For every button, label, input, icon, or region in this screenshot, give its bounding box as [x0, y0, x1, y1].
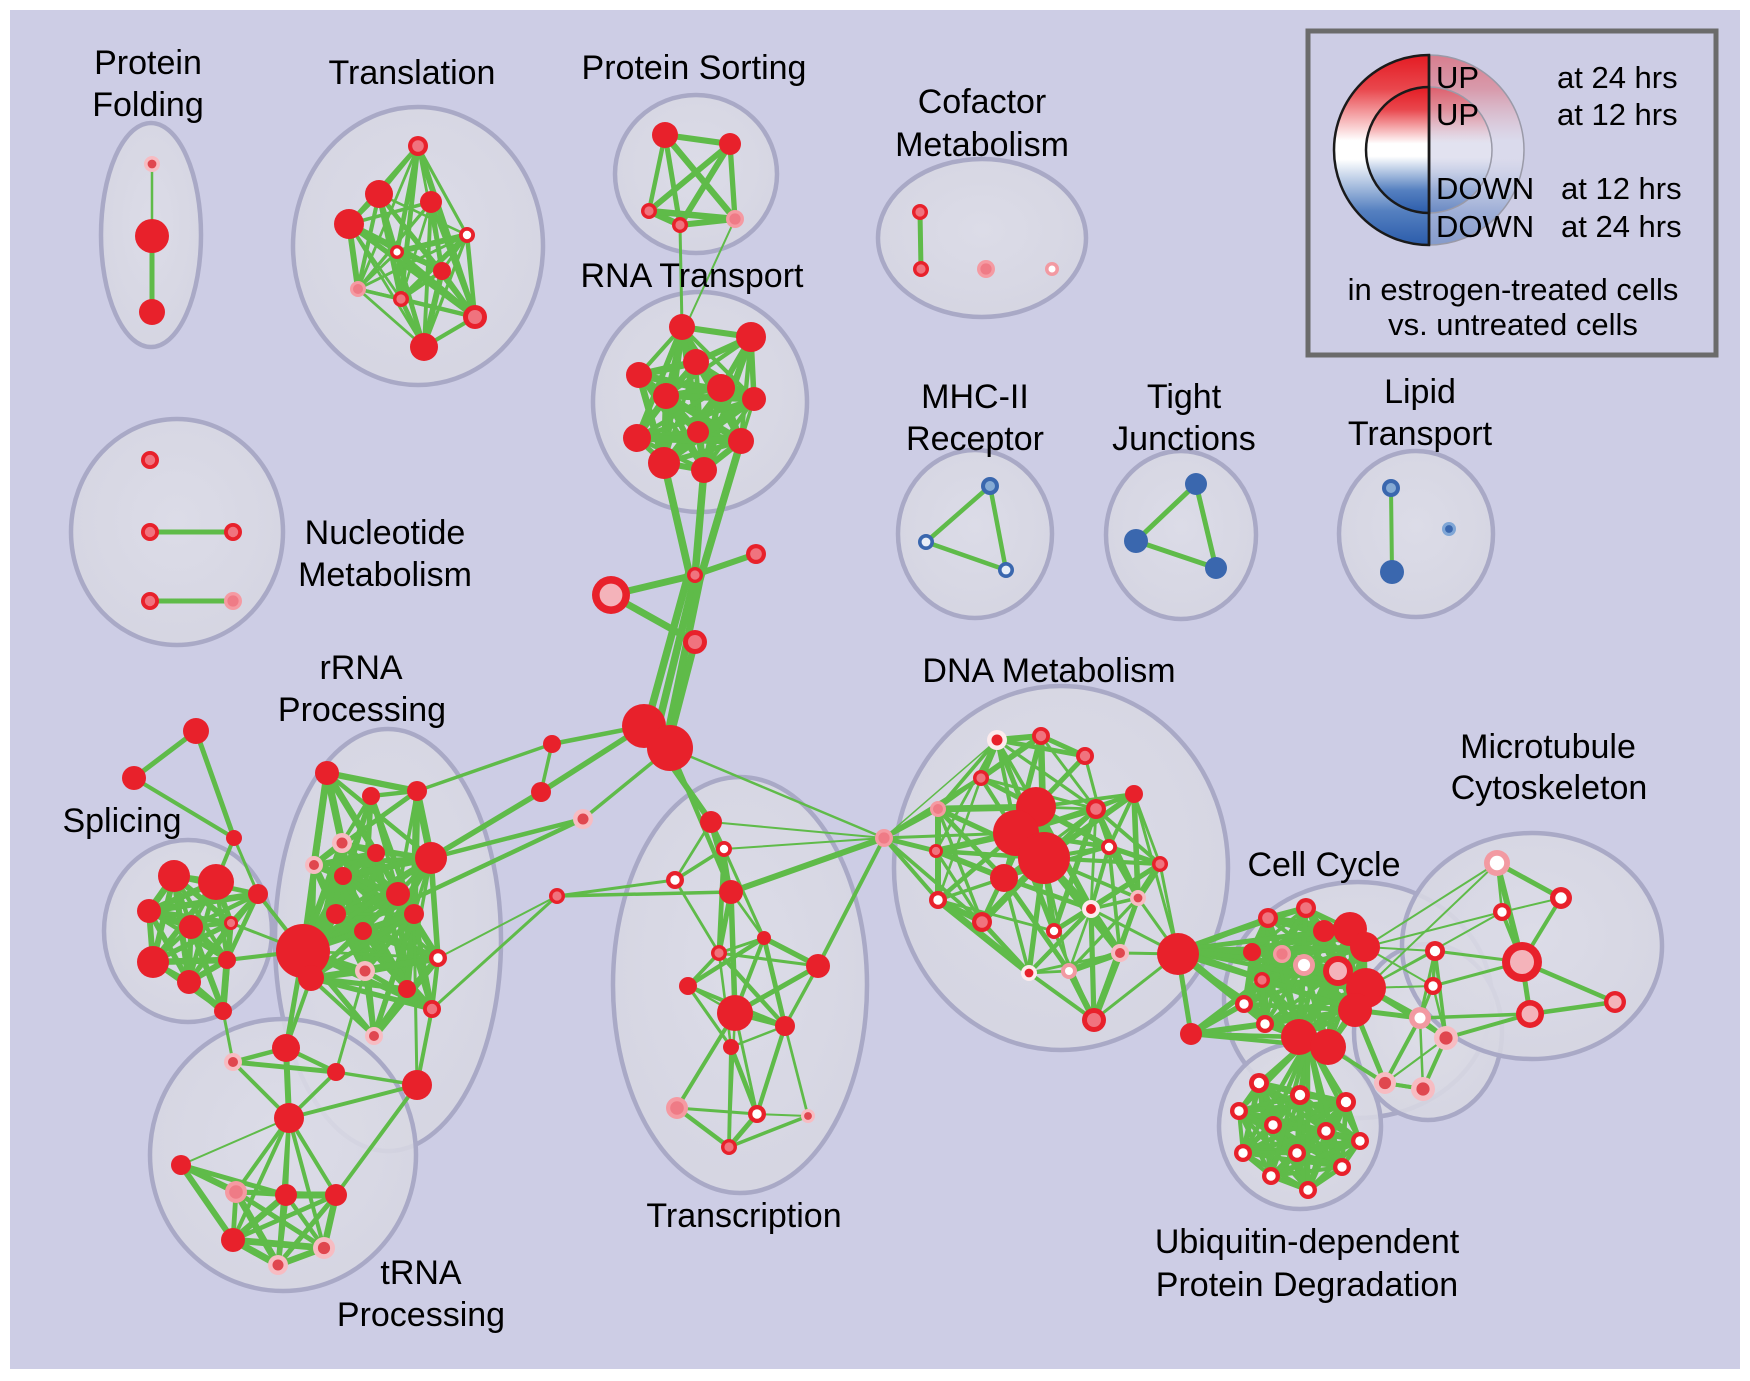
svg-text:UP: UP	[1436, 97, 1479, 132]
svg-text:Splicing: Splicing	[62, 802, 181, 840]
svg-text:Nucleotide: Nucleotide	[305, 514, 466, 552]
svg-text:DOWN: DOWN	[1436, 209, 1534, 244]
svg-text:rRNA: rRNA	[319, 649, 402, 687]
svg-text:Folding: Folding	[92, 86, 204, 124]
svg-text:at 24 hrs: at 24 hrs	[1557, 60, 1678, 95]
svg-text:Transport: Transport	[1348, 415, 1493, 453]
svg-text:Protein: Protein	[94, 44, 202, 82]
svg-text:at 12 hrs: at 12 hrs	[1557, 97, 1678, 132]
svg-text:DNA Metabolism: DNA Metabolism	[922, 652, 1175, 690]
svg-text:Junctions: Junctions	[1112, 420, 1256, 458]
svg-text:Lipid: Lipid	[1384, 373, 1456, 411]
svg-text:Processing: Processing	[337, 1296, 505, 1334]
svg-text:tRNA: tRNA	[380, 1254, 462, 1292]
svg-text:Processing: Processing	[278, 691, 446, 729]
svg-text:Cofactor: Cofactor	[918, 83, 1047, 121]
svg-text:Cytoskeleton: Cytoskeleton	[1451, 769, 1648, 807]
svg-text:Tight: Tight	[1147, 378, 1222, 416]
svg-text:Receptor: Receptor	[906, 420, 1044, 458]
svg-text:Ubiquitin-dependent: Ubiquitin-dependent	[1155, 1223, 1460, 1261]
svg-text:Translation: Translation	[329, 54, 496, 92]
svg-text:Microtubule: Microtubule	[1460, 728, 1636, 766]
svg-text:at 12 hrs: at 12 hrs	[1561, 171, 1682, 206]
svg-text:UP: UP	[1436, 60, 1479, 95]
svg-text:Protein Sorting: Protein Sorting	[582, 49, 807, 87]
svg-text:Protein Degradation: Protein Degradation	[1156, 1266, 1458, 1304]
svg-text:Metabolism: Metabolism	[895, 126, 1069, 164]
svg-text:Transcription: Transcription	[646, 1197, 841, 1235]
svg-text:vs. untreated cells: vs. untreated cells	[1388, 307, 1638, 342]
svg-text:in estrogen-treated cells: in estrogen-treated cells	[1348, 272, 1679, 307]
svg-text:MHC-II: MHC-II	[921, 378, 1029, 416]
svg-text:DOWN: DOWN	[1436, 171, 1534, 206]
svg-text:RNA Transport: RNA Transport	[581, 257, 805, 295]
svg-text:Cell Cycle: Cell Cycle	[1247, 846, 1400, 884]
svg-text:at 24 hrs: at 24 hrs	[1561, 209, 1682, 244]
svg-text:Metabolism: Metabolism	[298, 556, 472, 594]
